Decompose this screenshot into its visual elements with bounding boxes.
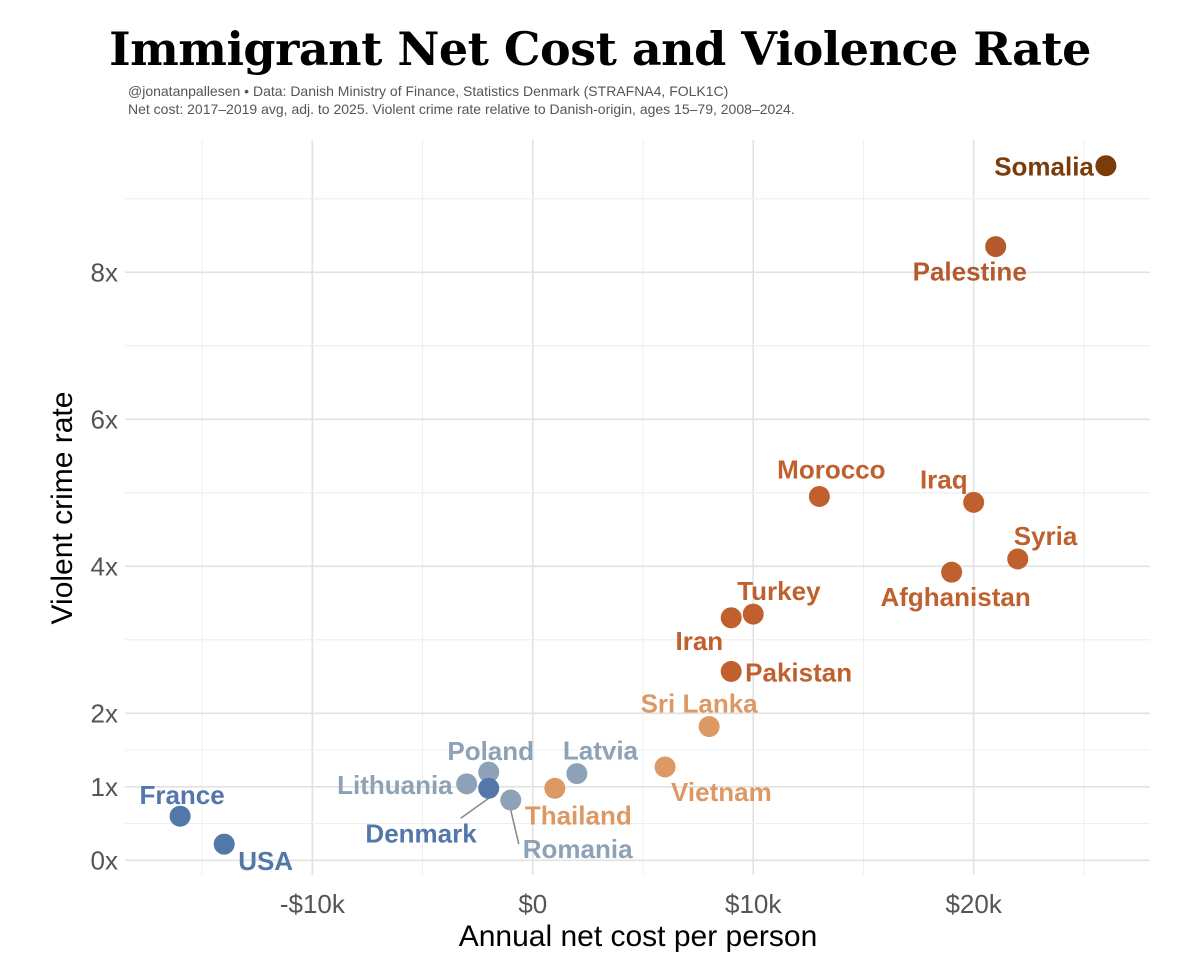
point-label-lithuania: Lithuania (337, 770, 453, 800)
point-label-sri-lanka: Sri Lanka (641, 689, 759, 719)
y-tick-label: 2x (91, 698, 118, 728)
point-syria (1007, 548, 1029, 570)
y-tick-label: 4x (91, 551, 118, 581)
point-thailand (544, 777, 566, 799)
chart-title: Immigrant Net Cost and Violence Rate (109, 22, 1091, 76)
chart-subtitle-notes: Net cost: 2017–2019 avg, adj. to 2025. V… (128, 101, 795, 117)
point-label-palestine: Palestine (913, 257, 1027, 287)
point-label-somalia: Somalia (994, 152, 1094, 182)
y-tick-label: 6x (91, 404, 118, 434)
point-morocco (808, 485, 830, 507)
y-tick-label: 1x (91, 772, 118, 802)
point-sri-lanka (698, 716, 720, 738)
leader-lines (460, 797, 520, 845)
point-pakistan (720, 660, 742, 682)
point-label-latvia: Latvia (563, 736, 639, 766)
y-tick-label: 8x (91, 257, 118, 287)
point-palestine (985, 236, 1007, 258)
point-label-turkey: Turkey (737, 576, 821, 606)
point-label-france: France (139, 780, 224, 810)
point-poland (478, 761, 500, 783)
point-label-romania: Romania (523, 834, 633, 864)
y-axis-label: Violent crime rate (46, 392, 79, 625)
point-label-afghanistan: Afghanistan (880, 582, 1030, 612)
point-latvia (566, 763, 588, 785)
point-denmark (478, 777, 500, 799)
point-vietnam (654, 756, 676, 778)
point-label-usa: USA (238, 846, 293, 876)
point-somalia (1095, 155, 1117, 177)
point-label-denmark: Denmark (365, 818, 477, 848)
x-axis-label: Annual net cost per person (459, 920, 818, 953)
y-tick-label: 0x (91, 845, 118, 875)
point-label-vietnam: Vietnam (671, 777, 772, 807)
data-points (169, 155, 1117, 855)
x-tick-label: $0 (518, 889, 547, 919)
point-labels: Somalia Palestine Morocco Iraq Syria Afghanis… (139, 152, 1094, 876)
point-label-iraq: Iraq (920, 464, 968, 494)
point-iran (720, 607, 742, 629)
x-tick-label: $10k (725, 889, 782, 919)
point-label-morocco: Morocco (777, 454, 885, 484)
axis-ticks: -$10k $0 $10k $20k 0x 1x 2x 4x 6x 8x (91, 257, 1003, 919)
point-label-syria: Syria (1014, 521, 1078, 551)
point-romania (500, 789, 522, 811)
point-label-thailand: Thailand (525, 800, 632, 830)
point-label-pakistan: Pakistan (745, 657, 852, 687)
x-tick-label: -$10k (280, 889, 346, 919)
point-lithuania (456, 773, 478, 795)
point-france (169, 805, 191, 827)
leader-line-romania (510, 809, 520, 845)
point-usa (213, 833, 235, 855)
point-label-poland: Poland (447, 736, 534, 766)
point-iraq (963, 491, 985, 513)
point-turkey (742, 603, 764, 625)
leader-line-denmark (460, 797, 490, 819)
point-label-iran: Iran (675, 626, 723, 656)
x-tick-label: $20k (945, 889, 1002, 919)
point-afghanistan (941, 561, 963, 583)
chart-subtitle-source: @jonatanpallesen • Data: Danish Ministry… (128, 83, 729, 99)
